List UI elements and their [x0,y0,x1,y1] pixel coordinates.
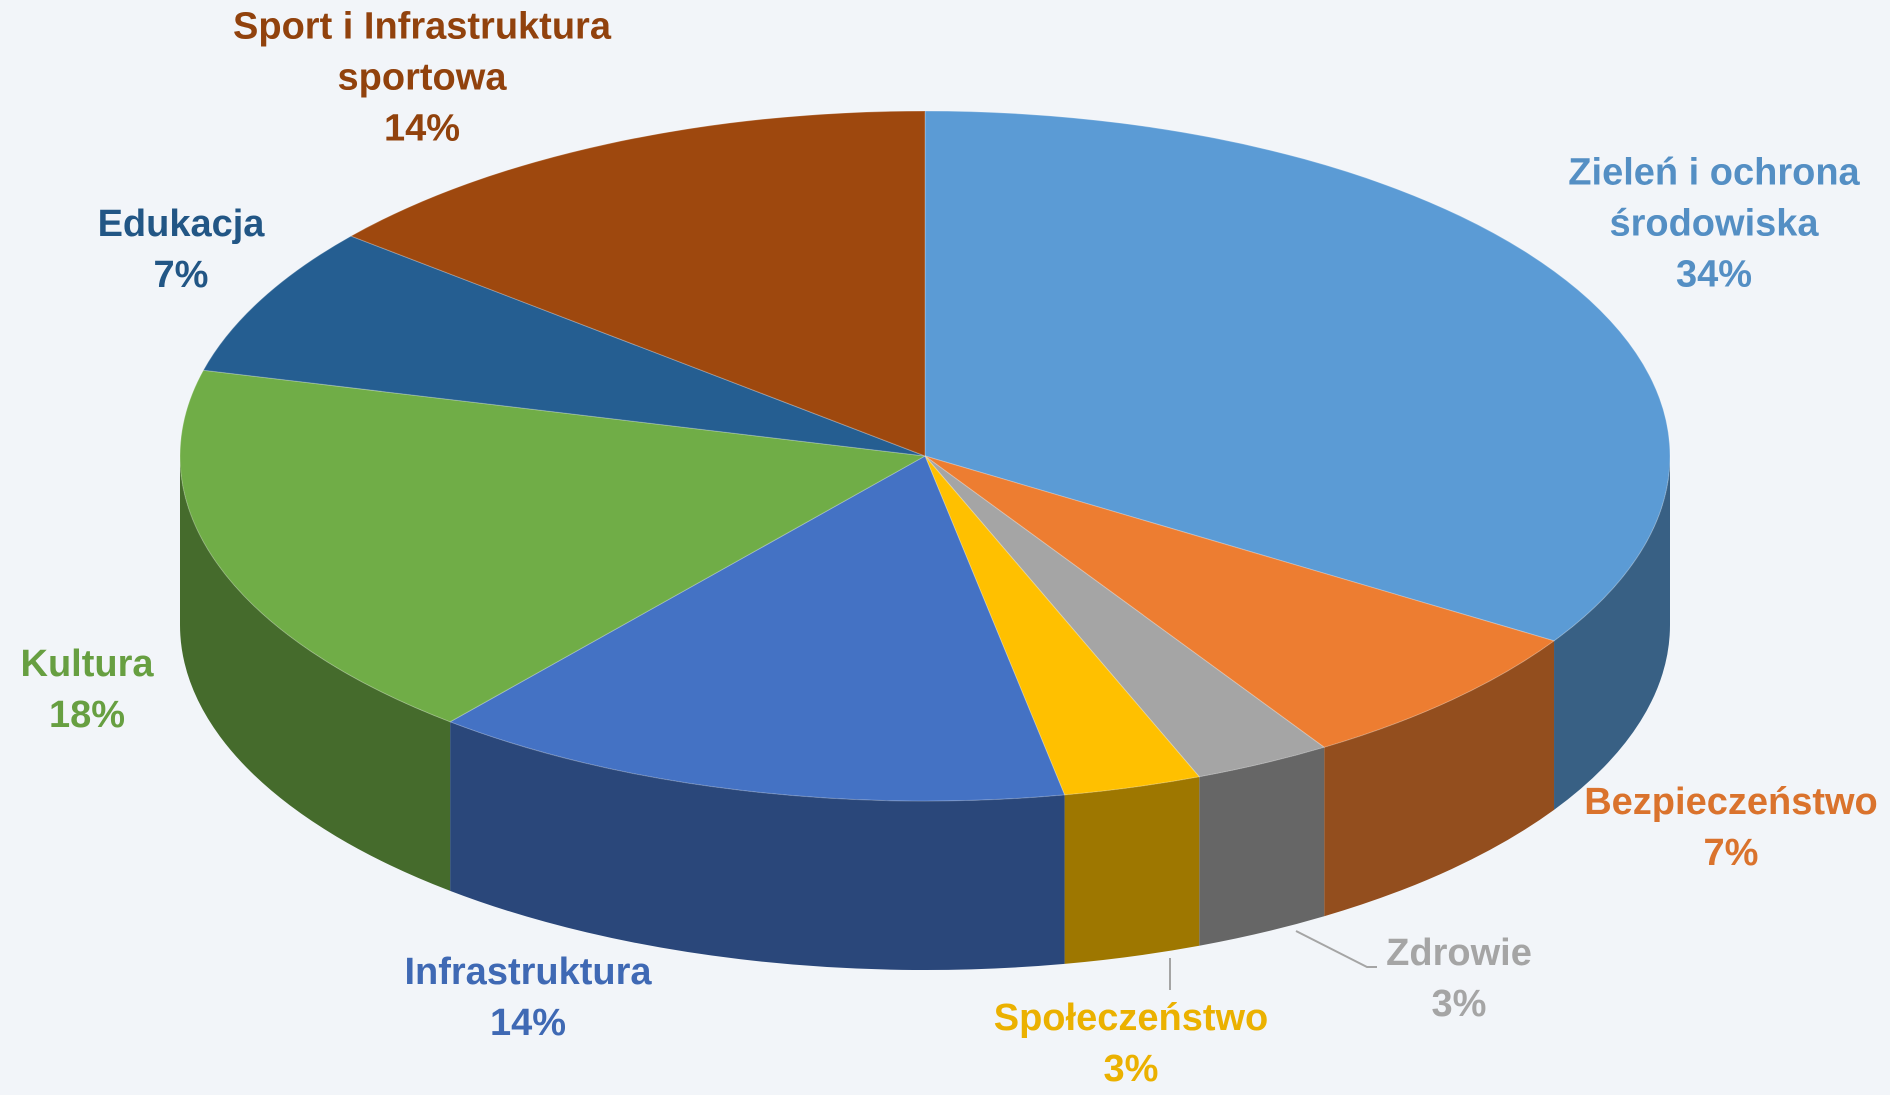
slice-side [1199,747,1325,946]
value-label: 7% [1703,832,1759,874]
slice-side [1554,456,1670,810]
category-label: Infrastruktura [404,951,652,993]
data-label: Zdrowie 3% [1359,928,1559,1030]
slice-side [1324,640,1555,917]
value-label: 18% [48,694,126,736]
value-label: 3% [1431,983,1487,1025]
category-label: Zdrowie [1386,932,1532,974]
category-label: Kultura [20,643,154,685]
slice-side [1064,776,1200,964]
slice [349,110,926,457]
value-label: 14% [489,1002,567,1044]
slice [448,455,1066,802]
slice [924,455,1556,748]
data-label: Infrastruktura 14% [368,947,688,1049]
category-label: Bezpieczeństwo [1584,781,1878,823]
leader-line [1295,930,1377,968]
slice [179,369,927,723]
slice [924,455,1326,778]
slice [924,455,1201,796]
data-label: Edukacja 7% [81,199,281,301]
category-label: Zieleń i ochrona środowiska [1568,151,1860,245]
data-label: Sport i Infrastruktura sportowa 14% [212,2,632,155]
slice [202,235,926,457]
data-label: Kultura 18% [0,639,187,741]
data-label: Bezpieczeństwo 7% [1561,777,1890,879]
category-label: Edukacja [97,203,265,245]
value-label: 7% [153,254,209,296]
category-label: Sport i Infrastruktura sportowa [233,5,611,99]
category-label: Społeczeństwo [993,997,1269,1039]
value-label: 3% [1103,1048,1159,1090]
data-label: Społeczeństwo 3% [971,993,1291,1095]
slice-side [450,721,1065,970]
value-label: 34% [1675,253,1753,296]
data-label: Zieleń i ochrona środowiska 34% [1549,148,1879,301]
value-label: 14% [383,107,461,150]
slice [924,110,1671,642]
slice-side [180,456,451,891]
